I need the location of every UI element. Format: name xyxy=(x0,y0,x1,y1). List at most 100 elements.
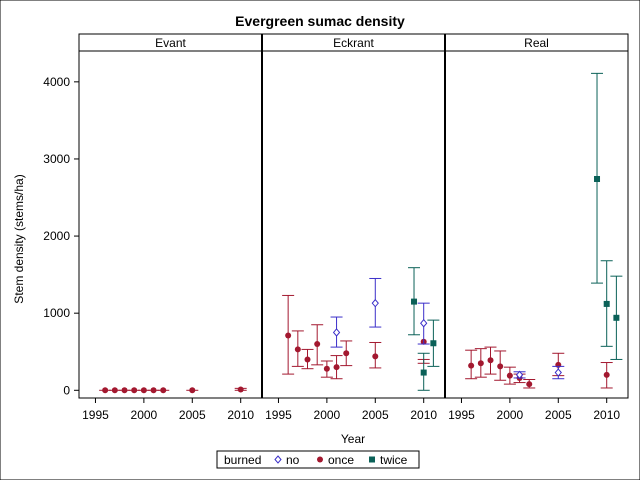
y-tick-label: 1000 xyxy=(43,306,70,320)
x-tick-label: 2005 xyxy=(179,408,206,422)
marker-circle xyxy=(121,387,128,394)
data-point-twice xyxy=(417,352,430,391)
data-point-no xyxy=(417,302,430,345)
data-point-no xyxy=(513,370,526,380)
legend-title: burned xyxy=(224,453,261,467)
marker-circle xyxy=(189,387,196,394)
legend-label: no xyxy=(286,453,300,467)
panel-label: Real xyxy=(524,36,549,50)
data-point-once xyxy=(465,349,478,380)
panels: Evant 1995 2000 2005 2010 Eckrant 1995 2000 2005… xyxy=(78,33,629,422)
legend-marker xyxy=(317,456,323,463)
marker-circle xyxy=(131,387,138,394)
data-point-once xyxy=(311,324,324,366)
panel-eckrant: Eckrant 1995 2000 2005 2010 xyxy=(261,33,446,422)
data-point-once xyxy=(474,348,487,378)
data-point-once xyxy=(282,294,295,375)
data-point-no xyxy=(369,277,382,328)
marker-diamond xyxy=(554,368,562,377)
marker-circle xyxy=(150,387,157,394)
x-tick-label: 1995 xyxy=(265,408,292,422)
panel-label: Evant xyxy=(155,36,186,50)
chart-title: Evergreen sumac density xyxy=(235,13,405,29)
marker-circle xyxy=(526,381,533,388)
legend-label: once xyxy=(328,453,354,467)
marker-circle xyxy=(333,364,340,371)
data-point-once xyxy=(234,386,247,393)
y-tick-label: 3000 xyxy=(43,152,70,166)
marker-circle xyxy=(497,363,504,370)
marker-circle xyxy=(603,371,610,378)
x-tick-label: 2000 xyxy=(314,408,341,422)
y-axis-label: Stem density (stems/ha) xyxy=(12,174,26,303)
marker-circle xyxy=(323,365,330,372)
data-point-no xyxy=(330,316,343,348)
x-tick-label: 2005 xyxy=(362,408,389,422)
panel-real: Real 1995 2000 2005 2010 xyxy=(444,33,629,422)
x-tick-label: 1995 xyxy=(82,408,109,422)
marker-square xyxy=(594,176,601,183)
marker-diamond xyxy=(371,298,379,308)
data-point-twice xyxy=(591,72,604,284)
marker-circle xyxy=(294,346,301,353)
x-tick-label: 1995 xyxy=(448,408,475,422)
x-tick-label: 2010 xyxy=(227,408,254,422)
marker-square xyxy=(411,298,418,305)
marker-circle xyxy=(468,362,475,369)
marker-circle xyxy=(477,360,484,367)
x-tick-label: 2000 xyxy=(131,408,158,422)
data-point-once xyxy=(330,355,343,380)
data-point-once xyxy=(600,362,613,389)
marker-circle xyxy=(304,356,311,363)
marker-circle xyxy=(343,350,350,357)
legend: burned no once twice xyxy=(216,450,420,469)
data-point-once xyxy=(320,360,333,378)
data-point-twice xyxy=(427,319,440,367)
data-point-once xyxy=(494,350,507,381)
data-point-once xyxy=(301,348,314,370)
data-point-once xyxy=(157,387,170,394)
data-point-no xyxy=(552,365,565,380)
x-axis-label: Year xyxy=(341,432,365,446)
data-point-once xyxy=(369,341,382,369)
data-point-once xyxy=(340,340,353,367)
data-point-twice xyxy=(600,260,613,347)
data-point-twice xyxy=(408,267,421,336)
marker-square xyxy=(430,340,437,347)
marker-diamond xyxy=(332,328,341,337)
marker-circle xyxy=(506,372,513,379)
marker-diamond xyxy=(420,318,428,328)
data-point-once xyxy=(186,387,199,394)
x-tick-label: 2010 xyxy=(593,408,620,422)
x-tick-label: 2005 xyxy=(545,408,572,422)
marker-circle xyxy=(111,387,118,394)
legend-marker xyxy=(274,455,282,464)
data-point-once xyxy=(523,378,536,389)
legend-label: twice xyxy=(380,453,408,467)
y-axis: 0 1000 2000 3000 4000 xyxy=(43,75,79,397)
legend-entry-no: no xyxy=(274,453,300,467)
marker-square xyxy=(420,369,427,376)
marker-circle xyxy=(140,387,147,394)
marker-circle xyxy=(285,332,292,339)
data-point-once xyxy=(503,366,516,385)
legend-entry-twice: twice xyxy=(369,453,408,467)
data-point-once xyxy=(484,346,497,375)
panel-label: Eckrant xyxy=(333,36,374,50)
data-point-once xyxy=(291,330,304,367)
data-point-twice xyxy=(610,275,623,360)
marker-circle xyxy=(314,341,321,348)
x-tick-label: 2010 xyxy=(410,408,437,422)
marker-circle xyxy=(102,387,109,394)
y-tick-label: 2000 xyxy=(43,229,70,243)
y-tick-label: 0 xyxy=(63,383,70,397)
marker-circle xyxy=(237,386,244,393)
marker-diamond xyxy=(515,370,524,380)
marker-square xyxy=(613,314,620,321)
marker-square xyxy=(603,300,610,307)
marker-circle xyxy=(160,387,167,394)
legend-entry-once: once xyxy=(317,453,354,467)
y-tick-label: 4000 xyxy=(43,75,70,89)
